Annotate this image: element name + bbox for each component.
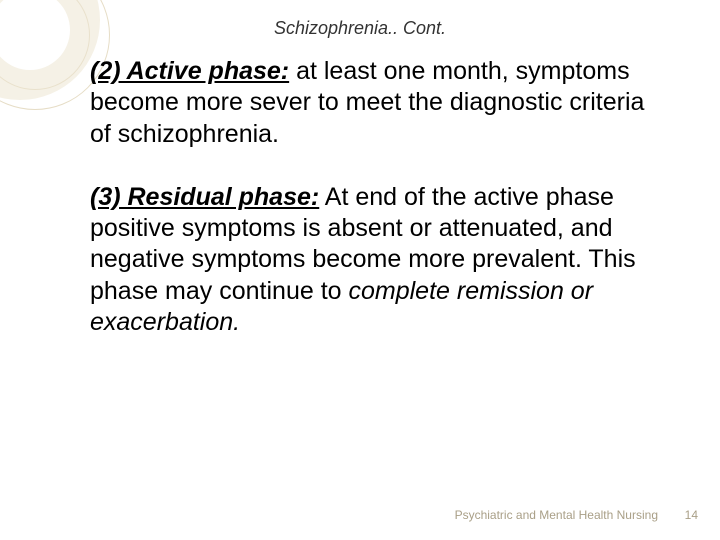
slide: Schizophrenia.. Cont. (2) Active phase: …: [0, 0, 720, 540]
slide-title: Schizophrenia.. Cont.: [0, 18, 720, 39]
phase-label: (3) Residual phase:: [90, 183, 319, 211]
footer-text: Psychiatric and Mental Health Nursing: [455, 508, 658, 522]
phase-label: (2) Active phase:: [90, 57, 289, 85]
page-number: 14: [685, 508, 698, 522]
paragraph-residual-phase: (3) Residual phase: At end of the active…: [90, 182, 650, 338]
paragraph-active-phase: (2) Active phase: at least one month, sy…: [90, 56, 650, 150]
content-area: (2) Active phase: at least one month, sy…: [90, 56, 650, 370]
